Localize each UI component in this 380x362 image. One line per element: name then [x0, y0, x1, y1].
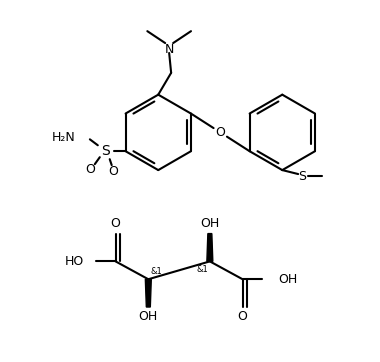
Text: S: S: [298, 169, 306, 182]
Text: N: N: [165, 42, 174, 55]
Text: O: O: [238, 311, 247, 324]
Text: OH: OH: [139, 311, 158, 324]
Polygon shape: [145, 279, 151, 307]
Text: O: O: [85, 163, 95, 176]
Polygon shape: [207, 233, 213, 261]
Text: OH: OH: [200, 217, 220, 230]
Text: O: O: [111, 217, 120, 230]
Text: O: O: [109, 165, 119, 178]
Text: S: S: [101, 144, 110, 158]
Text: H₂N: H₂N: [52, 131, 76, 144]
Text: O: O: [215, 126, 225, 139]
Text: &1: &1: [150, 267, 162, 276]
Text: OH: OH: [278, 273, 298, 286]
Text: &1: &1: [196, 265, 208, 274]
Text: HO: HO: [65, 255, 84, 268]
